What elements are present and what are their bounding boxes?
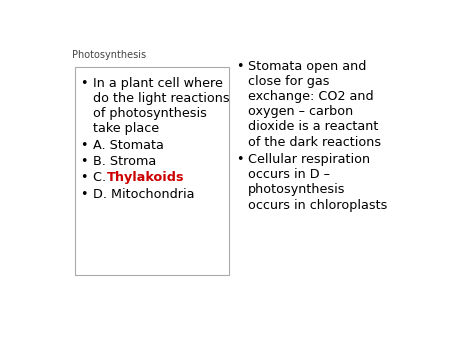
Text: •: •: [236, 60, 243, 73]
Text: of the dark reactions: of the dark reactions: [248, 136, 381, 149]
Text: A. Stomata: A. Stomata: [93, 139, 164, 152]
Text: Cellular respiration: Cellular respiration: [248, 153, 370, 166]
Text: •: •: [236, 153, 243, 166]
FancyBboxPatch shape: [76, 67, 229, 275]
Text: photosynthesis: photosynthesis: [248, 184, 346, 196]
Text: Stomata open and: Stomata open and: [248, 60, 366, 73]
Text: B. Stroma: B. Stroma: [93, 155, 156, 168]
Text: close for gas: close for gas: [248, 75, 329, 88]
Text: •: •: [80, 188, 87, 201]
Text: Photosynthesis: Photosynthesis: [72, 50, 146, 60]
Text: •: •: [80, 171, 87, 185]
Text: of photosynthesis: of photosynthesis: [93, 107, 207, 120]
Text: take place: take place: [93, 122, 159, 135]
Text: occurs in D –: occurs in D –: [248, 168, 330, 182]
Text: •: •: [80, 139, 87, 152]
Text: •: •: [80, 77, 87, 90]
Text: Thylakoids: Thylakoids: [107, 171, 184, 185]
Text: exchange: CO2 and: exchange: CO2 and: [248, 90, 374, 103]
Text: •: •: [80, 155, 87, 168]
Text: C.: C.: [93, 171, 110, 185]
Text: occurs in chloroplasts: occurs in chloroplasts: [248, 198, 387, 212]
Text: oxygen – carbon: oxygen – carbon: [248, 105, 353, 118]
Text: D. Mitochondria: D. Mitochondria: [93, 188, 194, 201]
Text: In a plant cell where: In a plant cell where: [93, 77, 223, 90]
Text: do the light reactions: do the light reactions: [93, 92, 230, 105]
Text: dioxide is a reactant: dioxide is a reactant: [248, 120, 378, 134]
